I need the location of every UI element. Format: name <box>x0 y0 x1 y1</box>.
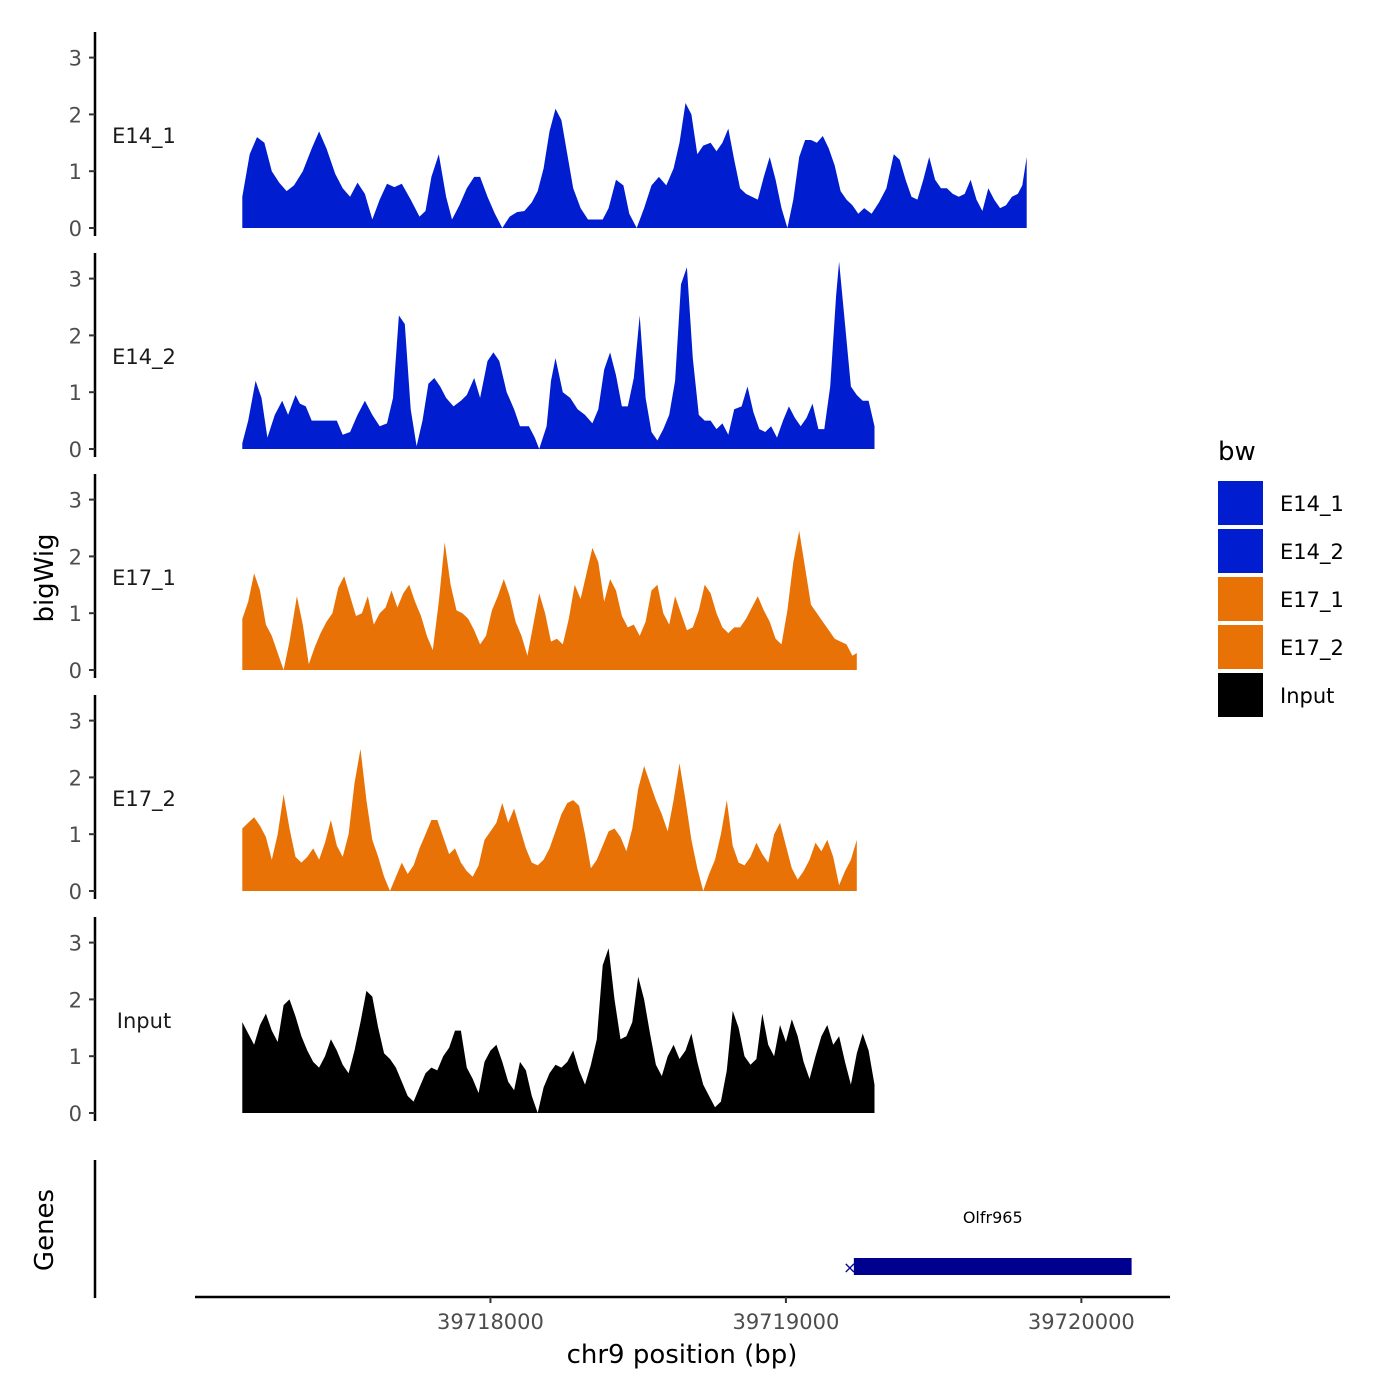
y-tick-label: 0 <box>69 438 82 462</box>
track-label: E14_1 <box>112 124 176 149</box>
y-tick-label: 2 <box>69 324 82 348</box>
y-tick-label: 0 <box>69 880 82 904</box>
y-tick-label: 3 <box>69 932 82 956</box>
coverage-area-E17_2 <box>242 749 857 891</box>
y-tick-label: 0 <box>69 659 82 683</box>
x-axis-title: chr9 position (bp) <box>567 1340 798 1370</box>
legend-label: E14_1 <box>1280 492 1344 517</box>
coverage-area-E17_1 <box>242 530 857 670</box>
y-tick-label: 3 <box>69 47 82 71</box>
track-E17_2: 0 1 2 3 E17_2 <box>69 695 857 904</box>
y-tick-label: 3 <box>69 489 82 513</box>
y-tick-label: 1 <box>69 823 82 847</box>
x-tick-label: 39720000 <box>1028 1310 1135 1334</box>
y-tick-label: 0 <box>69 217 82 241</box>
coverage-area-Input <box>242 948 875 1113</box>
y-tick-label: 1 <box>69 1045 82 1069</box>
track-E14_2: 0 1 2 3 E14_2 <box>69 253 875 462</box>
legend-key-E17_1 <box>1218 577 1263 621</box>
y-tick-label: 1 <box>69 160 82 184</box>
y-tick-label: 1 <box>69 602 82 626</box>
y-tick-label: 3 <box>69 268 82 292</box>
legend-label: E17_1 <box>1280 588 1344 613</box>
legend-key-Input <box>1218 673 1263 717</box>
legend-label: E17_2 <box>1280 636 1344 661</box>
legend-label: Input <box>1280 684 1334 708</box>
legend-key-E14_1 <box>1218 481 1263 525</box>
legend: bw E14_1 E14_2 E17_1 E17_2 Input <box>1218 437 1344 717</box>
track-E17_1: 0 1 2 3 E17_1 <box>69 474 857 683</box>
track-panels: 0 1 2 3 E14_1 0 1 2 3 E14_2 0 1 2 3 E17_1 0 1 2 3 E17_2 0 1 2 3… <box>69 32 1027 1126</box>
y-tick-label: 2 <box>69 988 82 1012</box>
gene-body <box>853 1258 1132 1275</box>
x-tick-label: 39718000 <box>437 1310 544 1334</box>
legend-title: bw <box>1218 437 1256 467</box>
legend-key-E17_2 <box>1218 625 1263 669</box>
legend-key-E14_2 <box>1218 529 1263 573</box>
genes-panel: × Olfr965 <box>93 1160 1132 1298</box>
y-tick-label: 3 <box>69 710 82 734</box>
gene-label: Olfr965 <box>963 1208 1023 1227</box>
track-label: Input <box>117 1009 171 1033</box>
x-tick-label: 39719000 <box>732 1310 839 1334</box>
y-tick-label: 2 <box>69 545 82 569</box>
x-axis: 39718000 39719000 39720000 <box>195 1295 1170 1334</box>
track-label: E17_1 <box>112 566 176 591</box>
track-label: E17_2 <box>112 787 176 812</box>
track-label: E14_2 <box>112 345 176 370</box>
genes-axis-title: Genes <box>30 1189 60 1271</box>
coverage-area-E14_2 <box>242 261 875 449</box>
legend-label: E14_2 <box>1280 540 1344 565</box>
y-tick-label: 2 <box>69 103 82 127</box>
coverage-area-E14_1 <box>242 103 1027 228</box>
track-Input: 0 1 2 3 Input <box>69 917 875 1126</box>
y-tick-label: 0 <box>69 1102 82 1126</box>
y-tick-label: 1 <box>69 381 82 405</box>
y-tick-label: 2 <box>69 766 82 790</box>
track-E14_1: 0 1 2 3 E14_1 <box>69 32 1027 241</box>
y-axis-title: bigWig <box>30 533 60 622</box>
gene-start-marker: × <box>843 1258 856 1277</box>
